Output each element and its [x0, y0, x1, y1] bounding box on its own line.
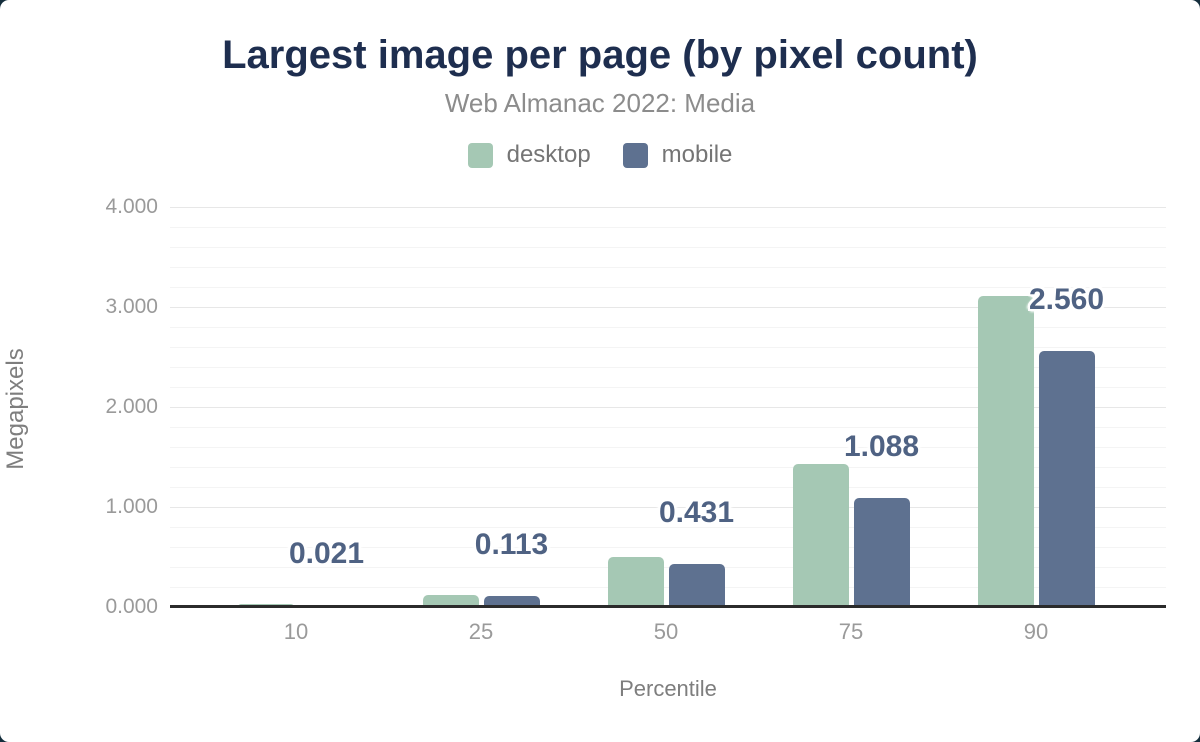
bar-desktop-p75 — [792, 464, 849, 607]
data-label-p90: 2.560 — [1028, 283, 1105, 316]
gridline-minor — [170, 327, 1166, 328]
gridline-minor — [170, 547, 1166, 548]
gridline-minor — [170, 347, 1166, 348]
y-axis-tick: 3.000 — [105, 295, 158, 318]
gridline-minor — [170, 487, 1166, 488]
x-axis-tick: 50 — [653, 619, 679, 644]
legend-swatch-desktop — [467, 142, 493, 168]
legend-item-desktop: desktop — [467, 141, 591, 169]
x-axis-tick: 25 — [468, 619, 494, 644]
gridline-minor — [170, 247, 1166, 248]
data-label-p50: 0.431 — [658, 495, 735, 529]
gridline-major — [170, 507, 1166, 508]
gridline-minor — [170, 387, 1166, 388]
x-axis-title: Percentile — [619, 676, 717, 701]
legend-label-desktop: desktop — [506, 141, 591, 168]
gridline-major — [170, 307, 1166, 308]
data-label-p75: 1.088 — [843, 430, 920, 464]
x-axis-line — [170, 605, 1166, 608]
chart-title: Largest image per page (by pixel count) — [222, 33, 978, 77]
legend-swatch-mobile — [622, 142, 648, 168]
chart-subtitle: Web Almanac 2022: Media — [444, 88, 756, 118]
bar-mobile-p75 — [853, 498, 910, 607]
bar-mobile-p50 — [668, 563, 725, 607]
gridline-minor — [170, 527, 1166, 528]
x-axis-tick: 75 — [838, 619, 864, 644]
y-axis-tick: 4.000 — [105, 195, 158, 218]
gridline-minor — [170, 267, 1166, 268]
legend: desktop mobile — [0, 141, 1200, 169]
bar-desktop-p50 — [607, 556, 664, 607]
x-axis-tick: 10 — [283, 619, 309, 644]
gridline-minor — [170, 287, 1166, 288]
gridline-minor — [170, 427, 1166, 428]
gridline-minor — [170, 587, 1166, 588]
gridline-major — [170, 407, 1166, 408]
gridline-minor — [170, 467, 1166, 468]
legend-label-mobile: mobile — [661, 141, 733, 168]
bar-mobile-p90 — [1038, 351, 1095, 607]
bar-mobile-p25 — [483, 595, 540, 607]
gridline-major — [170, 207, 1166, 208]
y-axis-title: Megapixels — [2, 348, 29, 470]
legend-item-mobile: mobile — [622, 141, 733, 169]
gridline-minor — [170, 447, 1166, 448]
y-axis-tick: 1.000 — [105, 495, 158, 518]
gridline-minor — [170, 567, 1166, 568]
bar-desktop-p25 — [422, 594, 479, 607]
bar-desktop-p90 — [977, 296, 1034, 607]
gridline-minor — [170, 227, 1166, 228]
data-label-p10: 0.021 — [288, 536, 365, 570]
y-axis-tick: 2.000 — [105, 395, 158, 418]
data-label-p25: 0.113 — [474, 527, 549, 561]
y-axis-tick: 0.000 — [105, 595, 158, 618]
x-axis-tick: 90 — [1023, 619, 1049, 644]
gridline-minor — [170, 367, 1166, 368]
